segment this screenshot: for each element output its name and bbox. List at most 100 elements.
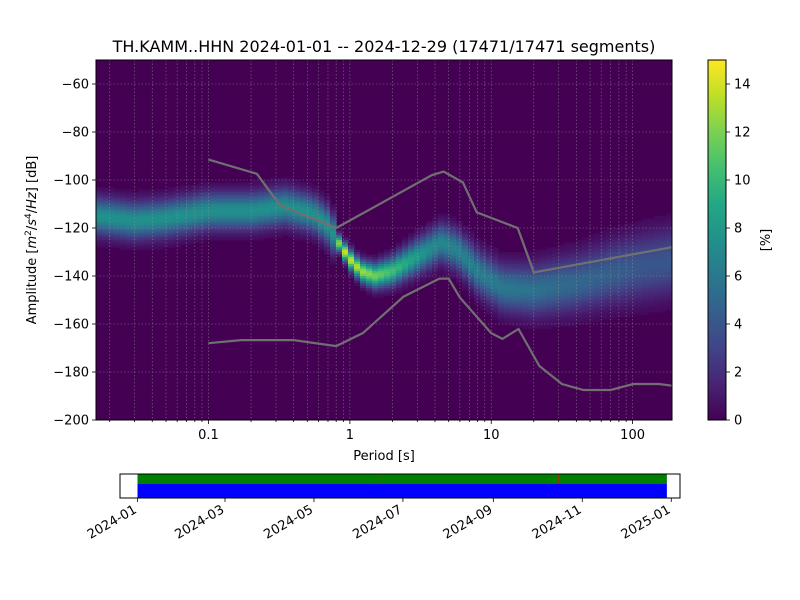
- heatmap-cell: [156, 218, 163, 222]
- heatmap-cell: [150, 211, 157, 214]
- heatmap-cell: [462, 244, 469, 248]
- heatmap-cell: [354, 268, 361, 272]
- heatmap-cell: [132, 196, 139, 200]
- heatmap-cell: [318, 230, 325, 234]
- heatmap-cell: [588, 256, 595, 260]
- heatmap-cell: [642, 223, 649, 226]
- heatmap-cell: [540, 309, 547, 313]
- heatmap-cell: [528, 314, 535, 318]
- heatmap-cell: [612, 314, 619, 318]
- heatmap-cell: [462, 237, 469, 241]
- heatmap-cell: [360, 285, 367, 289]
- heatmap-cell: [270, 199, 277, 202]
- heatmap-cell: [624, 228, 631, 231]
- heatmap-cell: [546, 302, 553, 306]
- heatmap-cell: [654, 264, 661, 267]
- heatmap-cell: [612, 249, 619, 253]
- heatmap-cell: [432, 242, 439, 246]
- heatmap-cell: [228, 196, 235, 200]
- heatmap-cell: [468, 252, 475, 255]
- heatmap-cell: [468, 285, 475, 289]
- heatmap-cell: [138, 216, 145, 219]
- heatmap-cell: [648, 235, 655, 238]
- heatmap-cell: [222, 196, 229, 200]
- heatmap-cell: [102, 206, 109, 210]
- heatmap-cell: [234, 192, 241, 195]
- heatmap-cell: [600, 309, 607, 313]
- y-tick-label: −160: [53, 318, 89, 333]
- heatmap-cell: [240, 218, 247, 222]
- heatmap-cell: [492, 247, 499, 250]
- heatmap-cell: [288, 223, 295, 226]
- heatmap-cell: [624, 288, 631, 291]
- heatmap-cell: [348, 252, 355, 255]
- heatmap-cell: [162, 223, 169, 226]
- heatmap-cell: [612, 280, 619, 284]
- heatmap-cell: [228, 204, 235, 207]
- heatmap-cell: [564, 314, 571, 318]
- heatmap-cell: [582, 240, 589, 243]
- heatmap-cell: [366, 290, 373, 294]
- heatmap-cell: [132, 240, 139, 243]
- heatmap-cell: [222, 204, 229, 207]
- heatmap-cell: [210, 182, 217, 186]
- heatmap-cell: [390, 249, 397, 253]
- heatmap-cell: [522, 316, 529, 320]
- heatmap-cell: [372, 278, 379, 282]
- heatmap-cell: [540, 326, 547, 330]
- heatmap-cell: [210, 196, 217, 200]
- heatmap-cell: [522, 302, 529, 306]
- heatmap-cell: [606, 235, 613, 238]
- heatmap-cell: [510, 321, 517, 325]
- heatmap-cell: [318, 201, 325, 205]
- coverage-timeline: 2024-01 2024-03 2024-05 2024-07 2024-09 2024-…: [85, 473, 681, 543]
- heatmap-cell: [498, 280, 505, 284]
- heatmap-cell: [426, 244, 433, 248]
- heatmap-cell: [144, 244, 151, 248]
- heatmap-cell: [582, 271, 589, 274]
- heatmap-cell: [570, 295, 577, 298]
- heatmap-cell: [252, 189, 259, 193]
- heatmap-cell: [576, 240, 583, 243]
- heatmap-cell: [312, 232, 319, 236]
- heatmap-cell: [330, 220, 337, 224]
- heatmap-cell: [528, 254, 535, 258]
- heatmap-cell: [618, 304, 625, 308]
- heatmap-cell: [258, 199, 265, 202]
- heatmap-cell: [564, 324, 571, 327]
- heatmap-cell: [480, 295, 487, 298]
- heatmap-cell: [294, 213, 301, 217]
- timeline-frame: [119, 473, 681, 499]
- heatmap-cell: [102, 216, 109, 219]
- heatmap-cell: [576, 259, 583, 262]
- heatmap-cell: [216, 228, 223, 231]
- y-tick-label: −60: [62, 78, 89, 93]
- heatmap-cell: [186, 223, 193, 226]
- heatmap-cell: [144, 216, 151, 219]
- heatmap-cell: [288, 232, 295, 236]
- heatmap-cell: [648, 278, 655, 282]
- heatmap-cell: [588, 273, 595, 277]
- heatmap-cell: [552, 314, 559, 318]
- heatmap-cell: [462, 252, 469, 255]
- heatmap-cell: [540, 249, 547, 253]
- heatmap-cell: [420, 254, 427, 258]
- heatmap-cell: [630, 280, 637, 284]
- heatmap-cell: [354, 283, 361, 286]
- heatmap-cell: [408, 235, 415, 238]
- heatmap-cell: [570, 278, 577, 282]
- heatmap-cell: [588, 252, 595, 255]
- heatmap-cell: [588, 295, 595, 298]
- heatmap-cell: [378, 266, 385, 270]
- heatmap-cell: [612, 297, 619, 301]
- heatmap-cell: [504, 316, 511, 320]
- heatmap-cell: [468, 256, 475, 260]
- heatmap-cell: [582, 264, 589, 267]
- heatmap-cell: [594, 252, 601, 255]
- heatmap-cell: [138, 242, 145, 246]
- heatmap-cell: [606, 249, 613, 253]
- heatmap-cell: [552, 316, 559, 320]
- heatmap-cell: [516, 300, 523, 303]
- heatmap-cell: [642, 302, 649, 306]
